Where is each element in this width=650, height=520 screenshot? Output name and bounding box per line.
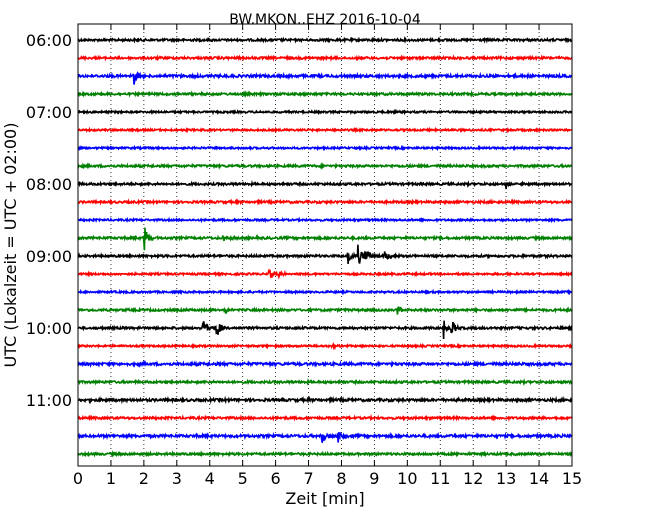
x-grid (110, 24, 540, 466)
chart-title: BW.MKON..EHZ 2016-10-04 (229, 12, 421, 28)
y-tick-label: 08:00 (26, 175, 72, 194)
x-tick-label: 10 (397, 469, 417, 488)
x-tick-label: 11 (430, 469, 450, 488)
trace-row-0700 (77, 108, 573, 116)
trace-row-0815 (77, 198, 573, 206)
y-axis-label: UTC (Lokalzeit = UTC + 02:00) (1, 123, 20, 368)
trace-row-0600 (77, 35, 573, 44)
trace-row-0900 (77, 244, 573, 264)
trace-row-0615 (77, 54, 573, 63)
trace-row-1000 (77, 320, 573, 340)
trace-row-0645 (77, 89, 573, 98)
x-tick-label: 7 (303, 469, 313, 488)
trace-row-0730 (77, 144, 573, 152)
trace-row-0930 (77, 288, 573, 296)
x-tick-label: 6 (271, 469, 281, 488)
y-tick-label: 09:00 (26, 247, 72, 266)
trace-row-1115 (77, 413, 573, 422)
trace-row-1100 (78, 395, 573, 405)
trace-row-1130 (77, 431, 573, 443)
trace-row-1045 (77, 377, 573, 387)
x-tick-label: 13 (496, 469, 516, 488)
trace-row-0845 (77, 227, 573, 251)
x-tick-label: 8 (336, 469, 346, 488)
x-tick-label: 14 (529, 469, 549, 488)
trace-row-0800 (77, 179, 573, 190)
y-tick-label: 06:00 (26, 31, 72, 50)
y-tick-label: 07:00 (26, 103, 72, 122)
traces (77, 35, 573, 458)
x-tick-label: 1 (106, 469, 116, 488)
x-tick-label: 2 (139, 469, 149, 488)
trace-row-0915 (78, 268, 573, 280)
x-tick-label: 0 (73, 469, 83, 488)
x-axis-label: Zeit [min] (285, 489, 364, 508)
y-tick-label: 10:00 (26, 319, 72, 338)
x-axis-ticks: 0 1 2 3 4 5 6 7 8 9 10 11 12 13 14 15 (73, 24, 582, 488)
x-tick-label: 9 (369, 469, 379, 488)
trace-row-0830 (77, 216, 573, 224)
trace-row-1030 (77, 359, 573, 369)
x-tick-label: 5 (238, 469, 248, 488)
x-tick-label: 12 (463, 469, 483, 488)
trace-row-0715 (77, 126, 573, 134)
y-axis-ticks: 06:00 07:00 08:00 09:00 10:00 11:00 (26, 31, 572, 410)
trace-row-0745 (77, 161, 573, 170)
trace-row-1145 (77, 449, 573, 458)
x-tick-label: 15 (562, 469, 582, 488)
x-tick-label: 4 (205, 469, 215, 488)
trace-row-1015 (77, 341, 573, 351)
x-tick-label: 3 (172, 469, 182, 488)
trace-row-0945 (77, 306, 573, 315)
plot-frame (77, 23, 573, 467)
trace-row-0630 (77, 70, 573, 85)
y-tick-label: 11:00 (26, 391, 72, 410)
